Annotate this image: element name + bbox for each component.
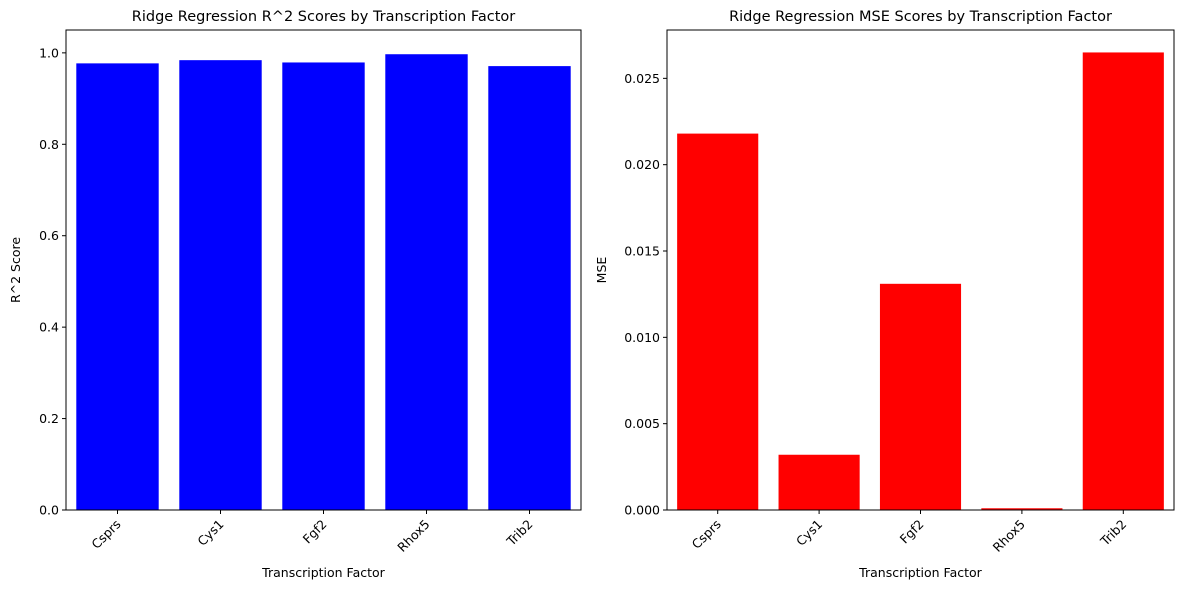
mse-bar-csprs: [677, 133, 759, 510]
mse-y-axis-label: MSE: [594, 257, 609, 284]
mse-y-tick-label: 0.005: [624, 416, 660, 431]
mse-y-tick-label: 0.010: [624, 330, 660, 345]
mse-x-tick-label-cys1: Cys1: [793, 517, 825, 549]
r2-y-tick-label: 0.4: [39, 320, 59, 335]
r2-x-tick-label-fgf2: Fgf2: [300, 517, 330, 547]
r2-bar-csprs: [76, 63, 159, 511]
mse-x-tick-label-trib2: Trib2: [1097, 517, 1130, 550]
mse-x-tick-label-csprs: Csprs: [689, 517, 724, 552]
r2-bar-trib2: [488, 66, 571, 511]
r2-y-tick-label: 0.8: [39, 137, 59, 152]
mse-bar-fgf2: [879, 283, 962, 510]
r2-chart-title: Ridge Regression R^2 Scores by Transcrip…: [132, 9, 515, 25]
r2-chart: 0.0 0.2 0.4 0.6 0.8 1.0 Csprs Cys1 Fgf2 Rhox5 Trib…: [8, 9, 582, 580]
mse-y-tick-label: 0.015: [624, 244, 660, 259]
mse-y-tick-label: 0.000: [624, 503, 660, 518]
r2-bar-fgf2: [282, 62, 365, 511]
r2-x-tick-label-trib2: Trib2: [503, 517, 536, 550]
r2-x-tick-label-csprs: Csprs: [88, 517, 123, 552]
mse-x-axis-label: Transcription Factor: [858, 565, 982, 580]
mse-x-tick-label-fgf2: Fgf2: [897, 517, 927, 547]
mse-y-tick-label: 0.025: [624, 71, 660, 86]
r2-y-tick-label: 1.0: [39, 45, 59, 60]
mse-chart: 0.000 0.005 0.010 0.015 0.020 0.025 Csprs Cys1 F…: [594, 9, 1175, 580]
r2-bar-rhox5: [385, 54, 468, 510]
r2-x-axis-label: Transcription Factor: [261, 565, 385, 580]
r2-x-tick-label-cys1: Cys1: [194, 517, 226, 549]
mse-chart-title: Ridge Regression MSE Scores by Transcrip…: [729, 9, 1112, 25]
mse-x-tick-label-rhox5: Rhox5: [990, 517, 1028, 555]
mse-bar-rhox5: [981, 508, 1063, 510]
r2-y-axis-label: R^2 Score: [8, 237, 23, 303]
mse-bar-cys1: [778, 454, 860, 510]
r2-y-tick-label: 0.0: [39, 503, 59, 518]
r2-bar-cys1: [179, 60, 262, 511]
r2-x-tick-label-rhox5: Rhox5: [394, 517, 432, 555]
r2-y-tick-label: 0.2: [39, 411, 59, 426]
r2-y-tick-label: 0.6: [39, 228, 59, 243]
mse-bar-trib2: [1082, 52, 1164, 510]
mse-y-tick-label: 0.020: [624, 157, 660, 172]
